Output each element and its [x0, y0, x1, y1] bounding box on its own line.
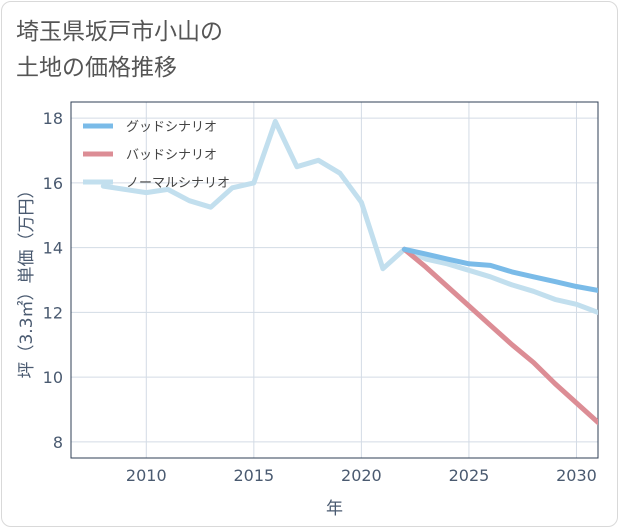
x-tick-label-2025: 2025 [449, 466, 490, 485]
y-tick-label-16: 16 [43, 174, 63, 193]
x-axis-title: 年 [326, 499, 343, 519]
legend-label-2: ノーマルシナリオ [126, 176, 230, 191]
y-axis-title: 坪（3.3㎡）単価（万円） [17, 181, 37, 378]
series-line-1 [401, 246, 598, 425]
series-lines [100, 118, 598, 425]
y-tick-label-12: 12 [43, 303, 63, 322]
series-line-0 [401, 246, 598, 293]
y-tick-label-18: 18 [43, 109, 63, 128]
legend-label-1: バッドシナリオ [126, 148, 217, 163]
x-tick-label-2015: 2015 [233, 466, 274, 485]
x-tick-label-2020: 2020 [341, 466, 382, 485]
y-tick-label-10: 10 [43, 368, 63, 387]
axis-ticks: 2010 2015 2020 2025 2030 8 10 12 14 16 18 [43, 109, 597, 485]
y-tick-label-8: 8 [53, 433, 63, 452]
plot-area [70, 101, 599, 459]
legend-label-0: グッドシナリオ [126, 120, 217, 135]
grid-lines [71, 102, 598, 458]
series-line-2 [100, 118, 598, 315]
y-tick-label-14: 14 [43, 239, 63, 258]
chart-title: 埼玉県坂戸市小山の 土地の価格推移 [16, 19, 223, 81]
x-tick-label-2010: 2010 [126, 466, 167, 485]
x-tick-label-2030: 2030 [556, 466, 597, 485]
